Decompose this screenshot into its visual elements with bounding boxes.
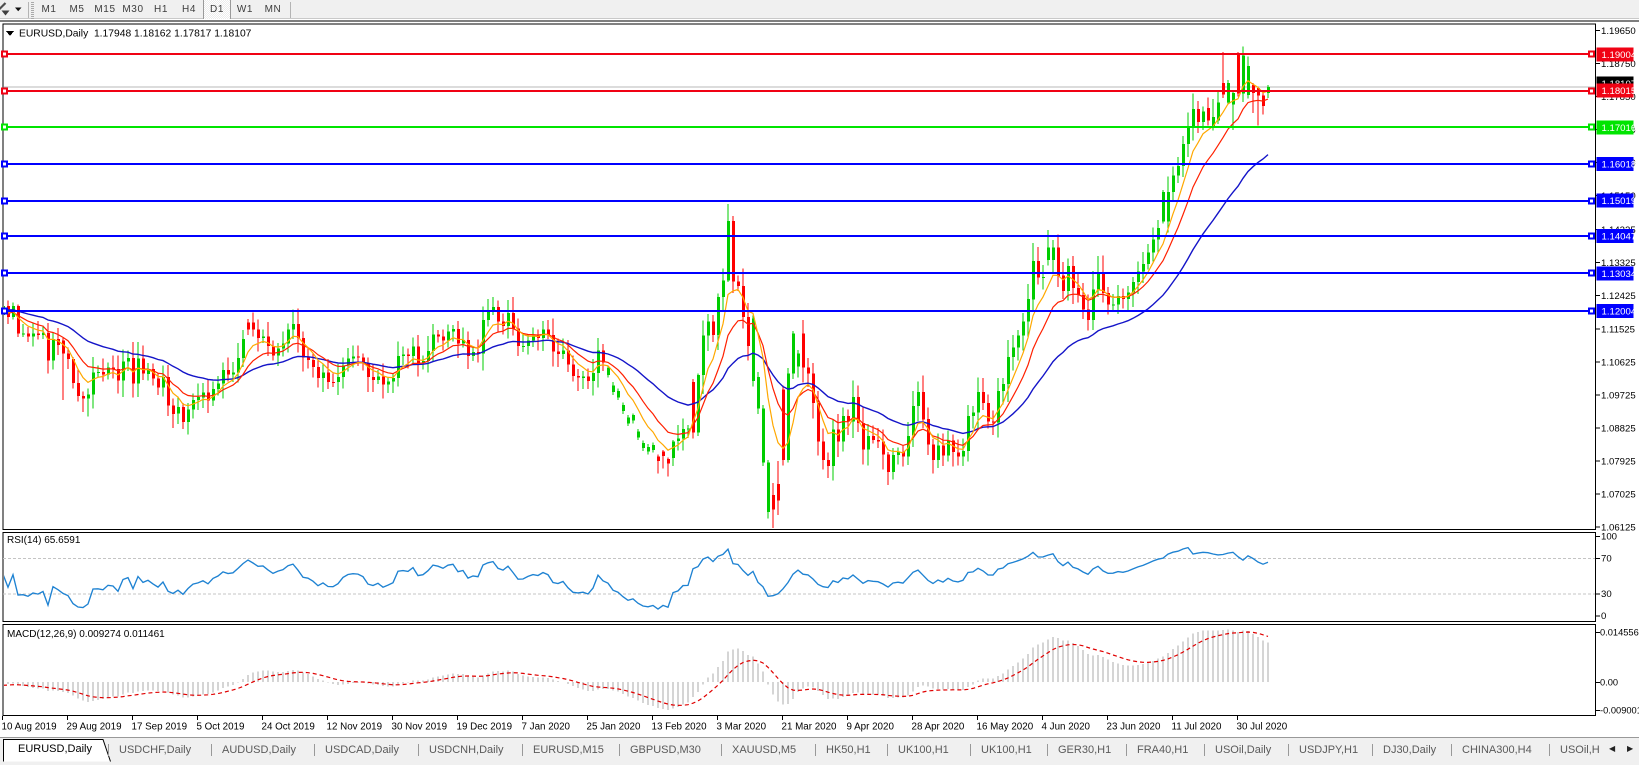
svg-text:1.07025: 1.07025	[1601, 489, 1636, 500]
svg-text:1.09725: 1.09725	[1601, 390, 1636, 401]
svg-text:23 Jun 2020: 23 Jun 2020	[1107, 722, 1161, 733]
svg-text:4 Jun 2020: 4 Jun 2020	[1042, 722, 1091, 733]
svg-text:1.07925: 1.07925	[1601, 456, 1636, 467]
svg-text:RSI(14) 65.6591: RSI(14) 65.6591	[7, 535, 81, 546]
svg-text:1.11525: 1.11525	[1601, 324, 1635, 335]
svg-text:3 Mar 2020: 3 Mar 2020	[717, 722, 767, 733]
svg-text:10 Aug 2019: 10 Aug 2019	[2, 722, 57, 733]
svg-text:30: 30	[1601, 589, 1612, 600]
svg-text:25 Jan 2020: 25 Jan 2020	[587, 722, 641, 733]
svg-text:21 Mar 2020: 21 Mar 2020	[782, 722, 838, 733]
svg-text:1.19004: 1.19004	[1602, 50, 1637, 61]
svg-text:1.17850: 1.17850	[1601, 92, 1636, 103]
svg-text:29 Aug 2019: 29 Aug 2019	[67, 722, 122, 733]
svg-text:1.14047: 1.14047	[1602, 232, 1637, 243]
svg-text:17 Sep 2019: 17 Sep 2019	[132, 722, 188, 733]
svg-text:-0.009001: -0.009001	[1600, 705, 1639, 715]
svg-text:1.13325: 1.13325	[1601, 258, 1636, 269]
svg-text:30 Jul 2020: 30 Jul 2020	[1237, 722, 1288, 733]
svg-text:13 Feb 2020: 13 Feb 2020	[652, 722, 708, 733]
svg-text:1.18750: 1.18750	[1601, 59, 1636, 70]
svg-text:1.15019: 1.15019	[1602, 196, 1637, 207]
svg-text:19 Dec 2019: 19 Dec 2019	[457, 722, 513, 733]
svg-text:1.12425: 1.12425	[1601, 291, 1636, 302]
svg-text:EURUSD,Daily 1.17948 1.18162: EURUSD,Daily 1.17948 1.18162 1.17817 1.1…	[19, 29, 252, 40]
svg-text:1.12004: 1.12004	[1602, 307, 1637, 318]
svg-text:100: 100	[1601, 532, 1617, 543]
svg-text:1.06125: 1.06125	[1601, 523, 1636, 534]
svg-text:30 Nov 2019: 30 Nov 2019	[392, 722, 448, 733]
svg-text:11 Jul 2020: 11 Jul 2020	[1172, 722, 1222, 733]
svg-text:0: 0	[1601, 611, 1606, 622]
svg-text:0.00: 0.00	[1600, 678, 1618, 688]
svg-text:12 Nov 2019: 12 Nov 2019	[327, 722, 383, 733]
svg-text:1.17016: 1.17016	[1602, 123, 1637, 134]
svg-text:70: 70	[1601, 554, 1612, 565]
svg-text:1.13034: 1.13034	[1602, 269, 1637, 280]
svg-text:28 Apr 2020: 28 Apr 2020	[912, 722, 965, 733]
svg-text:5 Oct 2019: 5 Oct 2019	[197, 722, 245, 733]
svg-text:0.014556: 0.014556	[1600, 627, 1639, 637]
svg-text:7 Jan 2020: 7 Jan 2020	[522, 722, 571, 733]
svg-text:16 May 2020: 16 May 2020	[977, 722, 1034, 733]
svg-text:1.16018: 1.16018	[1602, 159, 1637, 170]
svg-text:MACD(12,26,9) 0.009274 0.01146: MACD(12,26,9) 0.009274 0.011461	[7, 629, 165, 640]
svg-text:1.18015: 1.18015	[1602, 86, 1637, 97]
svg-text:1.19650: 1.19650	[1601, 26, 1636, 37]
svg-text:1.10625: 1.10625	[1601, 357, 1636, 368]
svg-text:9 Apr 2020: 9 Apr 2020	[847, 722, 895, 733]
svg-text:24 Oct 2019: 24 Oct 2019	[262, 722, 315, 733]
svg-text:1.08825: 1.08825	[1601, 423, 1636, 434]
